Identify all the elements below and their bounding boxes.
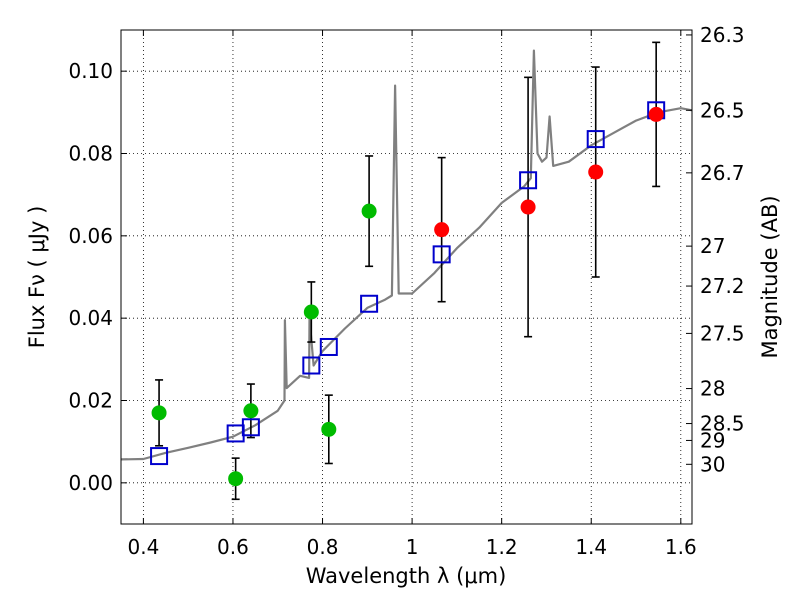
model-photometry-square: [360, 294, 379, 313]
right-tick-label: 30: [700, 452, 725, 476]
y-tick-label: 0.10: [68, 59, 113, 83]
model-photometry-square: [586, 130, 605, 149]
photometry-point: [151, 405, 167, 421]
right-tick-label: 26.7: [700, 161, 745, 185]
right-tick-label: 28.5: [700, 412, 745, 436]
model-photometry-square: [319, 337, 338, 356]
photometry-point: [648, 106, 664, 122]
photometry-point: [321, 421, 337, 437]
x-axis-label: Wavelength λ (μm): [306, 564, 507, 588]
model-photometry-square: [302, 356, 321, 375]
right-tick-label: 26.3: [700, 23, 745, 47]
right-tick-label: 29: [700, 428, 725, 452]
right-tick-label: 26.5: [700, 98, 745, 122]
x-tick-label: 1.4: [575, 535, 607, 559]
x-tick-label: 1: [406, 535, 419, 559]
y-tick-label: 0.08: [68, 142, 113, 166]
model-spectrum: [120, 49, 693, 461]
model-spectrum-line: [120, 49, 693, 461]
data-markers: [150, 101, 666, 487]
y-tick-label: 0.04: [68, 306, 113, 330]
right-tick-label: 28: [700, 377, 725, 401]
x-tick-label: 1.2: [486, 535, 518, 559]
photometry-point: [243, 403, 259, 419]
model-photometry-square: [150, 447, 169, 466]
y-tick-label: 0.00: [68, 471, 113, 495]
photometry-point: [303, 304, 319, 320]
photometry-point: [228, 471, 244, 487]
model-photometry-square: [519, 171, 538, 190]
photometry-point: [361, 203, 377, 219]
right-tick-label: 27: [700, 234, 725, 258]
photometry-point: [434, 222, 450, 238]
y-tick-label: 0.06: [68, 224, 113, 248]
model-photometry-square: [241, 418, 260, 437]
y-axis-label-right: Magnitude (AB): [758, 195, 782, 358]
x-tick-label: 0.8: [307, 535, 339, 559]
plot-frame: [120, 29, 693, 525]
y-axis-label: Flux Fν ( μJy ): [25, 206, 49, 349]
photometry-point: [520, 199, 536, 215]
x-tick-label: 0.6: [217, 535, 249, 559]
plot-area-background: [121, 30, 692, 524]
x-tick-label: 0.4: [127, 535, 159, 559]
photometry-point: [588, 164, 604, 180]
y-tick-label: 0.02: [68, 389, 113, 413]
right-tick-label: 27.5: [700, 321, 745, 345]
axis-ticks: 0.4 0.6 0.8 1 1.2 1.4 1.6 0.00 0.02 0.04 0.06 0.08 0…: [68, 23, 744, 559]
model-photometry-square: [432, 245, 451, 264]
right-tick-label: 27.2: [700, 274, 745, 298]
x-tick-label: 1.6: [665, 535, 697, 559]
